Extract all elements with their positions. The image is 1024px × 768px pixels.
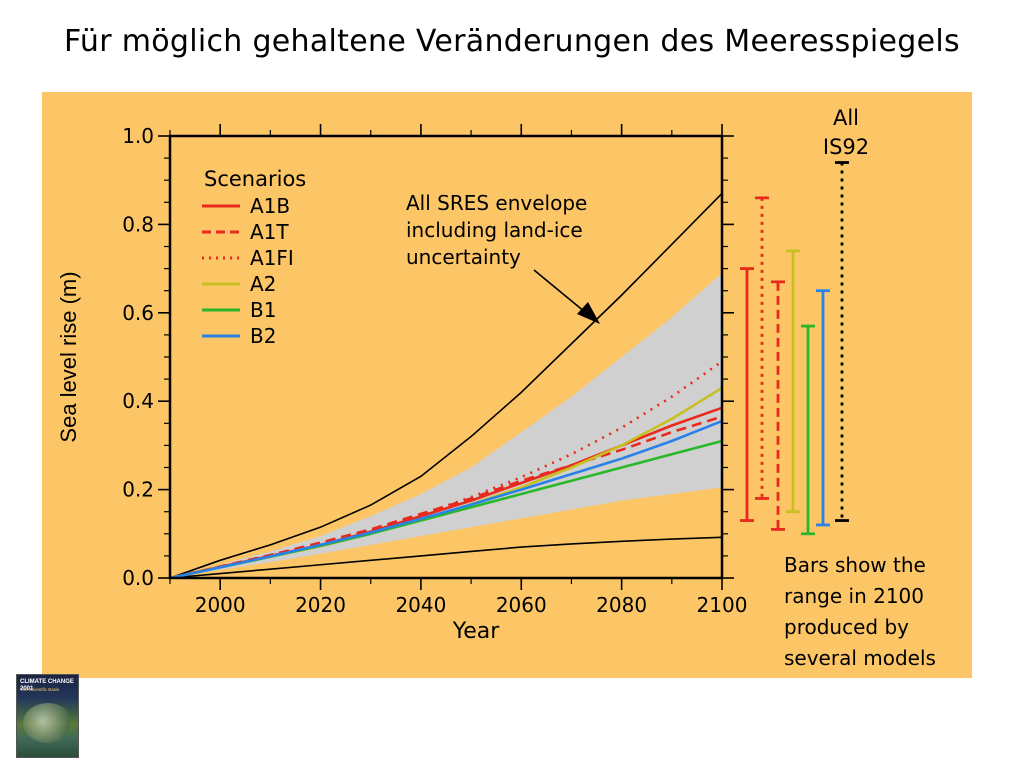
x-axis-label: Year <box>452 619 501 644</box>
envelope-annotation-line1: All SRES envelope <box>406 191 587 215</box>
legend-label-b1: B1 <box>250 298 276 322</box>
envelope-annotation: All SRES envelope including land-ice unc… <box>406 191 587 269</box>
y-tick-label: 0.0 <box>122 566 154 590</box>
is92-label-line1: All <box>833 106 859 130</box>
thumbnail-image <box>23 703 73 743</box>
x-tick-label: 2020 <box>295 593 346 617</box>
x-tick-label: 2080 <box>596 593 647 617</box>
bars-note-line3: produced by <box>784 615 909 639</box>
x-tick-label: 2100 <box>697 593 748 617</box>
legend-title: Scenarios <box>204 167 306 191</box>
x-tick-label: 2060 <box>496 593 547 617</box>
thumbnail-subtitle: The Scientific Basis <box>20 687 60 692</box>
x-tick-label: 2000 <box>195 593 246 617</box>
slide-title: Für möglich gehaltene Veränderungen des … <box>64 24 960 59</box>
y-tick-label: 0.6 <box>122 301 154 325</box>
report-cover-thumbnail: CLIMATE CHANGE 2001 The Scientific Basis <box>16 674 79 758</box>
bars-note-line1: Bars show the <box>784 553 926 577</box>
bars-note-line2: range in 2100 <box>784 584 924 608</box>
is92-label-line2: IS92 <box>823 135 869 159</box>
x-tick-label: 2040 <box>395 593 446 617</box>
model-spread-band <box>170 273 722 578</box>
sea-level-chart: 0.0 0.2 0.4 0.6 0.8 1.0 2000 2020 2040 2060 2080 21… <box>56 106 936 670</box>
y-tick-label: 0.2 <box>122 478 154 502</box>
legend-label-b2: B2 <box>250 324 276 348</box>
bars-note-line4: several models <box>784 646 936 670</box>
legend-label-a1t: A1T <box>250 220 289 244</box>
envelope-lower-line <box>169 536 723 579</box>
chart-panel: 0.0 0.2 0.4 0.6 0.8 1.0 2000 2020 2040 2060 2080 21… <box>42 92 972 678</box>
series-line-b2 <box>169 419 723 580</box>
thumbnail-title: CLIMATE CHANGE 2001 <box>20 679 74 692</box>
y-tick-label: 0.8 <box>122 212 154 236</box>
legend-label-a1b: A1B <box>250 194 290 218</box>
legend-label-a2: A2 <box>250 272 276 296</box>
envelope-arrow-head <box>577 302 600 324</box>
y-tick-label: 1.0 <box>122 124 154 148</box>
envelope-annotation-line2: including land-ice <box>406 218 583 242</box>
y-tick-label: 0.4 <box>122 389 154 413</box>
y-axis-label: Sea level rise (m) <box>56 271 81 442</box>
envelope-annotation-line3: uncertainty <box>406 245 521 269</box>
envelope-upper-line <box>169 192 723 579</box>
legend-label-a1fi: A1FI <box>250 246 294 270</box>
